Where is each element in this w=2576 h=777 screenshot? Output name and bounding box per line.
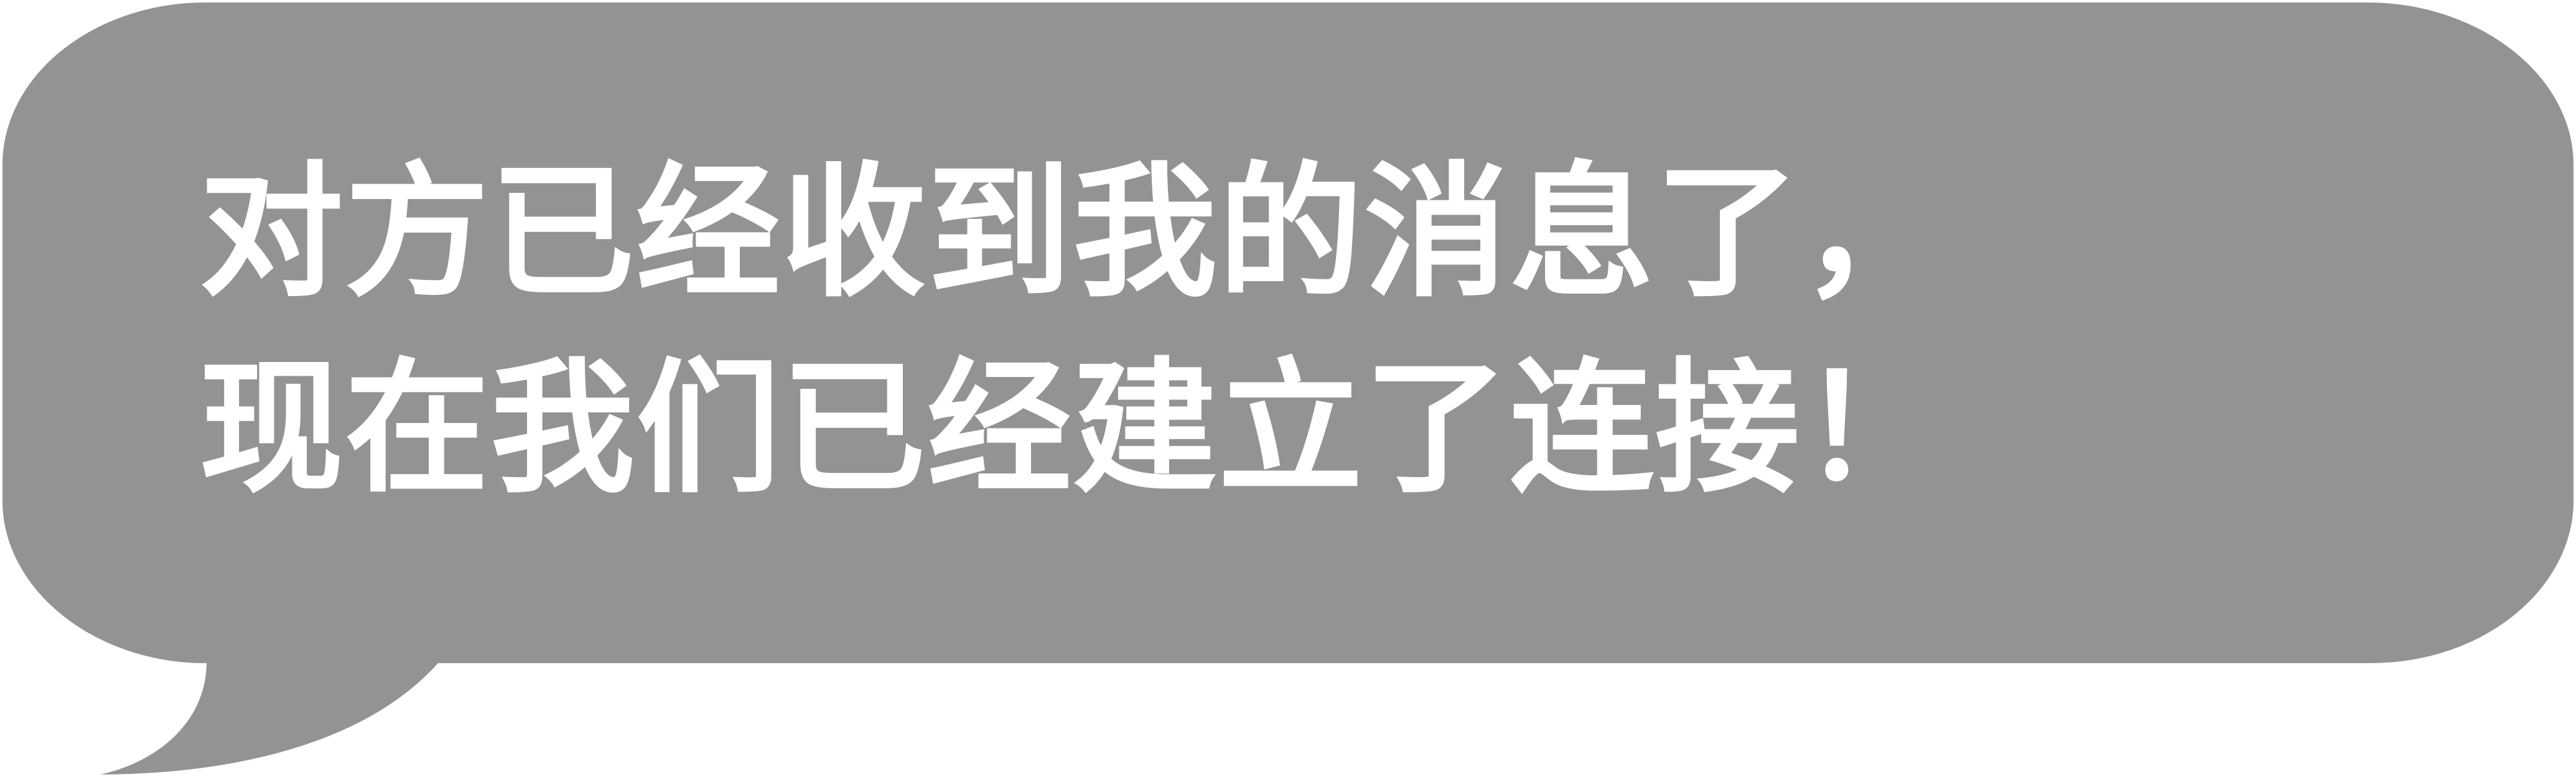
bubble-message-line-1: 对方已经收到我的消息了， bbox=[199, 147, 1947, 317]
bubble-message: 对方已经收到我的消息了， 现在我们已经建立了连接！ bbox=[199, 134, 2439, 526]
bubble-message-line-2: 现在我们已经建立了连接！ bbox=[199, 343, 1947, 513]
